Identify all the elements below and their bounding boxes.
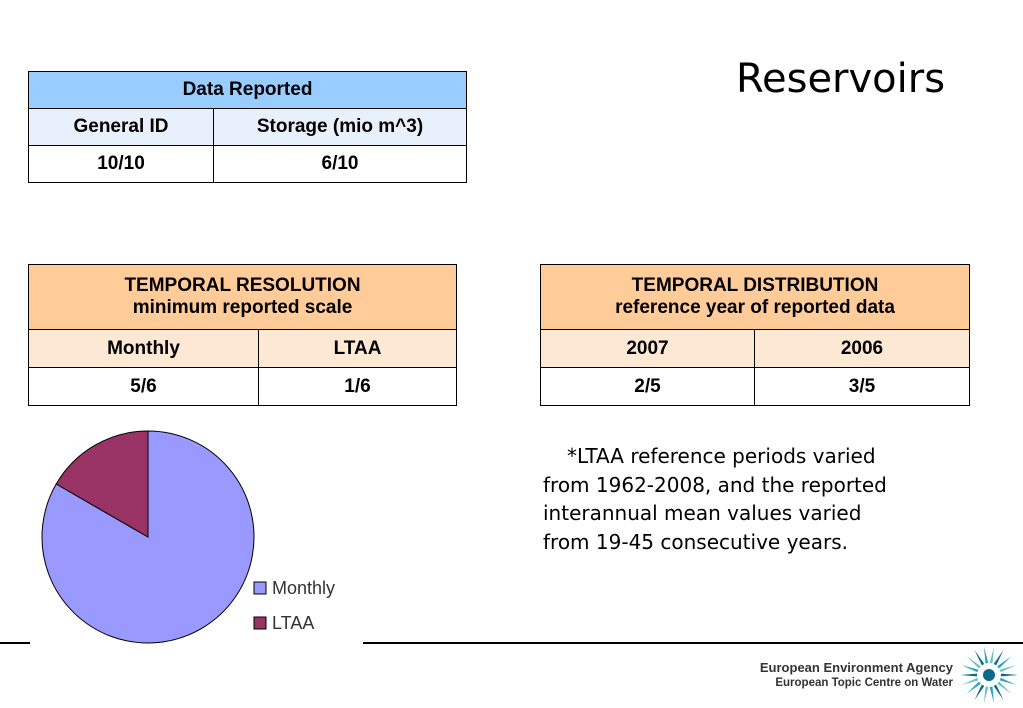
legend-label: LTAA	[272, 613, 314, 633]
centre-name: European Topic Centre on Water	[775, 677, 953, 689]
column-header: LTAA	[257, 329, 458, 368]
table-cell: 10/10	[28, 145, 214, 183]
pie-slice-ltaa	[55, 430, 149, 538]
footnote-line: from 19-45 consecutive years.	[543, 529, 848, 554]
column-header: Monthly	[28, 329, 259, 368]
legend-label: Monthly	[272, 578, 335, 598]
footnote-line: from 1962-2008, and the reported	[543, 472, 887, 497]
agency-name: European Environment Agency	[759, 660, 953, 675]
eea-sunburst-icon	[960, 646, 1018, 704]
table-cell: 6/10	[212, 145, 468, 183]
legend-swatch	[253, 616, 267, 630]
table-cell: 1/6	[257, 367, 458, 406]
column-header: 2007	[540, 329, 755, 368]
column-header: General ID	[28, 108, 214, 146]
table-cell: 2/5	[540, 367, 755, 406]
temporal-distribution-header: TEMPORAL DISTRIBUTION reference year of …	[540, 264, 970, 330]
temporal-resolution-header: TEMPORAL RESOLUTION minimum reported sca…	[27, 264, 458, 330]
header-line: reference year of reported data	[615, 297, 895, 318]
header-line: TEMPORAL RESOLUTION	[124, 275, 361, 296]
eea-wordmark: European Environment Agency European Top…	[760, 660, 953, 690]
ltaa-footnote: *LTAA reference periods varied from 1962…	[543, 442, 983, 556]
temporal-distribution-table: TEMPORAL DISTRIBUTION reference year of …	[540, 264, 970, 406]
footer-divider	[363, 642, 1023, 644]
data-reported-table: Data Reported General ID Storage (mio m^…	[27, 71, 468, 183]
header-line: TEMPORAL DISTRIBUTION	[631, 275, 879, 296]
temporal-resolution-table: TEMPORAL RESOLUTION minimum reported sca…	[27, 264, 458, 406]
legend-swatch	[253, 581, 267, 595]
column-header: Storage (mio m^3)	[212, 108, 468, 146]
table-cell: 5/6	[28, 367, 259, 406]
footnote-line: interannual mean values varied	[543, 501, 862, 525]
table-cell: 3/5	[754, 367, 970, 406]
resolution-pie-chart: Monthly LTAA	[41, 430, 335, 644]
footer-divider	[0, 642, 30, 644]
column-header: 2006	[754, 329, 970, 368]
slide-title: Reservoirs	[736, 56, 946, 102]
data-reported-header: Data Reported	[27, 71, 468, 109]
footnote-line: *LTAA reference periods varied	[567, 444, 876, 468]
header-line: minimum reported scale	[132, 297, 353, 318]
